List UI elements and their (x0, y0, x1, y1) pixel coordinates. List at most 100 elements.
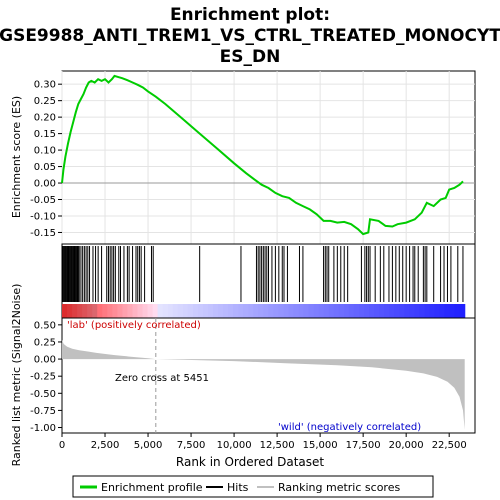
chart-title-line2: GSE9988_ANTI_TREM1_VS_CTRL_TREATED_MONOC… (0, 26, 500, 46)
ranking-bar-segment (72, 304, 78, 318)
metric-y-axis: 0.50 0.25 0.00 -0.25 -0.50 -0.75 -1.00 (30, 320, 62, 434)
ranking-bar-segment (258, 304, 264, 318)
metric-y-tick-label: 0.00 (34, 355, 56, 366)
ranking-bar-segment (338, 304, 345, 318)
legend-box (72, 475, 434, 498)
chart-title-line1: Enrichment plot: (170, 5, 330, 25)
es-y-tick-label: 0.15 (34, 129, 56, 140)
x-tick-label: 20,000 (389, 440, 424, 451)
es-y-tick-label: -0.15 (30, 228, 56, 239)
ranking-bar-segment (117, 304, 124, 318)
ranking-bar-segment (122, 304, 129, 318)
ranking-bar-segment (238, 304, 244, 318)
ranking-bar-segment (328, 304, 335, 318)
es-y-axis: -0.15 -0.10 -0.05 0.00 0.05 0.10 0.15 0.20 0.25 0… (30, 80, 62, 239)
x-tick-label: 7,500 (177, 440, 206, 451)
ranking-bar-segment (389, 304, 395, 318)
ranking-bar-segment (313, 304, 320, 318)
ranking-bar-segment (137, 304, 144, 318)
ranking-bar-segment (213, 304, 219, 318)
ranking-bar-segment (449, 304, 456, 318)
metric-y-tick-label: 0.50 (34, 320, 56, 331)
x-tick-label: 0 (59, 440, 65, 451)
ranking-bar-segment (207, 304, 214, 318)
ranking-bar-segment (228, 304, 234, 318)
ranking-metric-area (62, 339, 465, 430)
ranking-bar-segment (439, 304, 446, 318)
x-axis: 0 2,500 5,000 7,500 10,000 12,500 15,000 17,500… (59, 433, 467, 451)
ranking-bar-segment (243, 304, 249, 318)
ranking-bar-segment (308, 304, 315, 318)
ranking-bar-segment (374, 304, 380, 318)
ranking-bar-segment (97, 304, 103, 318)
ranking-bar-segment (399, 304, 405, 318)
ranking-bar-segment (379, 304, 385, 318)
enrichment-profile-line (61, 74, 464, 236)
x-tick-label: 2,500 (91, 440, 120, 451)
ranking-bar-segment (223, 304, 229, 318)
ranking-bar-segment (404, 304, 410, 318)
x-tick-label: 10,000 (217, 440, 252, 451)
legend-enrichment-label: Enrichment profile (101, 481, 203, 494)
ranking-bar-segment (142, 304, 149, 318)
ranking-bar-segment (87, 304, 93, 318)
metric-panel-frame (61, 317, 476, 434)
ranking-bar-segment (278, 304, 285, 318)
ranking-bar-segment (414, 304, 420, 318)
chart-title-line3: ES_DN (220, 47, 281, 67)
ranking-bar-segment (77, 304, 83, 318)
hits-markers (62, 246, 464, 302)
es-y-tick-label: 0.10 (34, 146, 56, 157)
x-tick-label: 17,500 (346, 440, 381, 451)
ranking-bar-segment (268, 304, 275, 318)
zero-cross-label: Zero cross at 5451 (115, 373, 209, 384)
es-y-tick-label: 0.20 (34, 113, 56, 124)
ranking-bar-segment (444, 304, 451, 318)
ranking-bar-segment (127, 304, 134, 318)
ranking-bar-segment (248, 304, 254, 318)
ranking-bar-segment (454, 304, 461, 318)
metric-y-tick-label: -0.25 (30, 372, 56, 383)
ranking-bar-segment (384, 304, 390, 318)
ranking-bar-segment (233, 304, 239, 318)
ranking-bar-segment (323, 304, 330, 318)
ranking-bar-segment (459, 304, 466, 318)
metric-y-tick-label: -1.00 (30, 423, 56, 434)
x-axis-label: Rank in Ordered Dataset (176, 455, 324, 469)
es-y-tick-label: -0.10 (30, 211, 56, 222)
ranking-bar-segment (434, 304, 441, 318)
metric-y-axis-label: Ranked list metric (Signal2Noise) (10, 284, 23, 467)
es-y-tick-label: 0.05 (34, 162, 56, 173)
x-tick-label: 15,000 (303, 440, 338, 451)
ranking-bar-segment (298, 304, 305, 318)
metric-y-tick-label: -0.75 (30, 406, 56, 417)
ranking-bar-segment (353, 304, 360, 318)
ranking-bar-segment (318, 304, 325, 318)
es-panel-frame (61, 70, 476, 245)
metric-y-tick-label: 0.25 (34, 337, 56, 348)
ranking-bar-segment (182, 304, 189, 318)
ranking-bar-segment (167, 304, 174, 318)
legend-ranking-label: Ranking metric scores (278, 481, 400, 494)
ranking-bar-segment (197, 304, 204, 318)
ranking-bar-segment (132, 304, 139, 318)
positive-correlation-label: 'lab' (positively correlated) (67, 320, 201, 331)
ranking-bar-segment (419, 304, 426, 318)
ranking-bar-segment (348, 304, 355, 318)
ranking-bar-segment (218, 304, 224, 318)
ranking-bar-segment (152, 304, 159, 318)
ranking-bar-segment (293, 304, 300, 318)
ranking-bar-segment (112, 304, 118, 318)
negative-correlation-label: 'wild' (negatively correlated) (278, 422, 421, 433)
x-tick-label: 12,500 (260, 440, 295, 451)
ranking-bar-segment (358, 304, 365, 318)
ranking-bar-segment (82, 304, 88, 318)
ranking-bar-segment (172, 304, 179, 318)
ranking-bar-segment (343, 304, 350, 318)
es-y-tick-label: 0.25 (34, 96, 56, 107)
ranking-bar-segment (192, 304, 199, 318)
ranking-bar-segment (369, 304, 375, 318)
legend-hits-label: Hits (227, 481, 249, 494)
